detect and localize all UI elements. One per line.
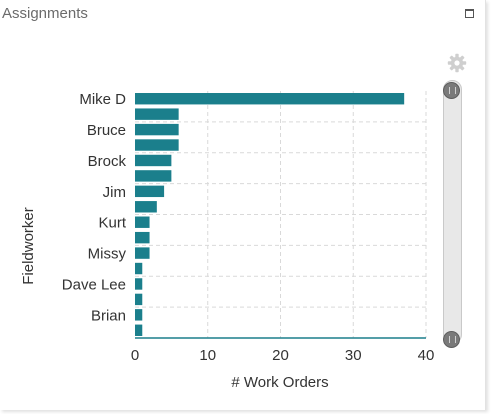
bar[interactable]	[135, 247, 150, 259]
x-tick-labels: 0 10 20 30 40	[131, 347, 435, 364]
x-tick-label: 30	[345, 347, 362, 364]
assignments-panel: Assignments Mike D Bruce Brock Jim Kurt Missy…	[0, 0, 486, 410]
grid-lines	[135, 91, 427, 338]
category-label: Missy	[88, 246, 127, 263]
y-axis-title: Fieldworker	[20, 207, 37, 285]
x-tick-label: 20	[272, 347, 289, 364]
bar[interactable]	[135, 139, 179, 151]
bar[interactable]	[135, 309, 143, 321]
maximize-icon[interactable]	[465, 9, 474, 18]
bar[interactable]	[135, 231, 150, 244]
bar[interactable]	[135, 216, 150, 228]
bar[interactable]	[135, 185, 165, 198]
range-handle-bottom-icon[interactable]	[443, 331, 460, 348]
x-axis-title: # Work Orders	[231, 374, 328, 391]
bars	[135, 93, 405, 336]
x-tick-label: 40	[418, 347, 435, 364]
bar[interactable]	[135, 108, 179, 120]
bar[interactable]	[135, 93, 405, 105]
category-label: Brian	[91, 307, 126, 324]
gear-icon[interactable]	[447, 53, 467, 73]
bar[interactable]	[135, 262, 143, 275]
panel-title: Assignments	[2, 5, 88, 22]
x-tick-label: 0	[131, 347, 139, 364]
bar[interactable]	[135, 201, 157, 213]
category-label: Jim	[103, 184, 126, 201]
bar[interactable]	[135, 123, 179, 136]
bar[interactable]	[135, 170, 172, 182]
category-label: Kurt	[98, 215, 126, 232]
category-label: Dave Lee	[62, 276, 126, 293]
category-label: Brock	[88, 153, 127, 170]
range-handle-top-icon[interactable]	[443, 82, 460, 99]
category-label: Mike D	[79, 91, 126, 108]
bar[interactable]	[135, 293, 143, 306]
bar[interactable]	[135, 278, 143, 290]
bar[interactable]	[135, 154, 172, 167]
category-label: Bruce	[87, 122, 126, 139]
x-tick-label: 10	[199, 347, 216, 364]
category-labels: Mike D Bruce Brock Jim Kurt Missy Dave Lee Bria…	[62, 91, 127, 324]
bar[interactable]	[135, 324, 143, 336]
